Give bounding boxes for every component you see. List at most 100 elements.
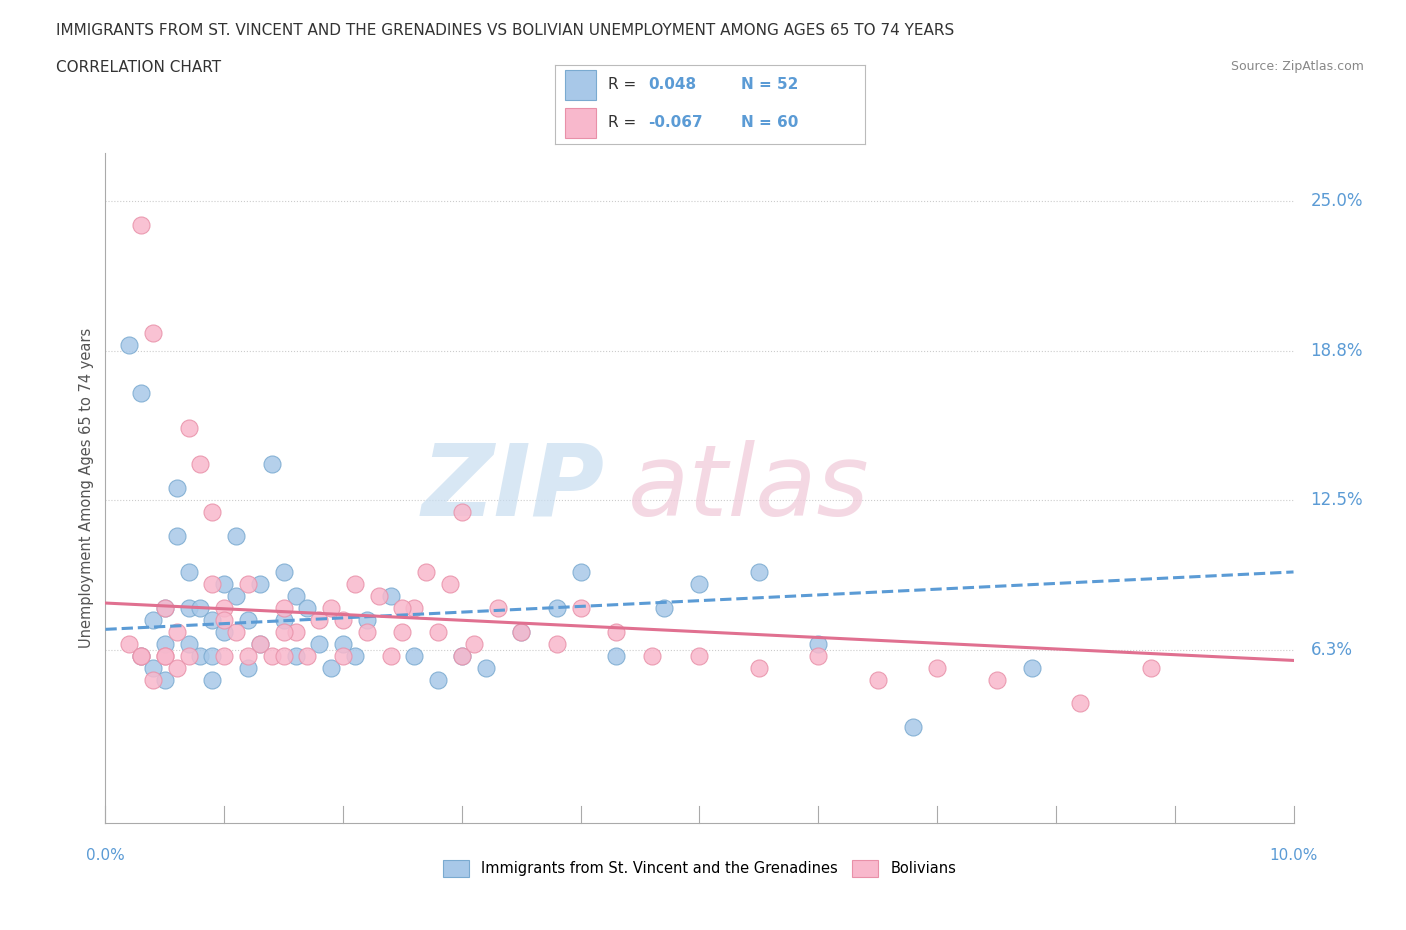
Point — [201, 648, 224, 663]
Point — [201, 612, 224, 627]
Point — [546, 601, 568, 616]
Legend: Immigrants from St. Vincent and the Grenadines, Bolivians: Immigrants from St. Vincent and the Gren… — [437, 855, 962, 883]
Point — [214, 601, 236, 616]
Point — [391, 624, 413, 639]
Point — [415, 565, 437, 579]
Point — [450, 505, 472, 520]
Point — [450, 648, 472, 663]
Point — [343, 648, 366, 663]
Point — [118, 338, 141, 352]
Point — [273, 648, 295, 663]
Point — [118, 636, 141, 651]
Point — [236, 660, 259, 675]
Point — [652, 601, 675, 616]
Text: -0.067: -0.067 — [648, 115, 703, 130]
Point — [332, 648, 354, 663]
Point — [391, 601, 413, 616]
Point — [404, 648, 426, 663]
Point — [273, 601, 295, 616]
Text: 6.3%: 6.3% — [1310, 641, 1353, 658]
Point — [297, 601, 319, 616]
Point — [297, 648, 319, 663]
Point — [427, 672, 450, 687]
Point — [273, 612, 295, 627]
Point — [166, 528, 188, 543]
Point — [236, 648, 259, 663]
Point — [486, 601, 509, 616]
Point — [190, 457, 212, 472]
Text: 18.8%: 18.8% — [1310, 341, 1362, 360]
Point — [308, 636, 330, 651]
Point — [356, 624, 378, 639]
Point — [546, 636, 568, 651]
Point — [177, 601, 200, 616]
Point — [927, 660, 949, 675]
Point — [153, 601, 176, 616]
Point — [321, 660, 343, 675]
Point — [321, 601, 343, 616]
Point — [249, 636, 271, 651]
Point — [343, 577, 366, 591]
Point — [689, 648, 711, 663]
Point — [273, 565, 295, 579]
Point — [201, 577, 224, 591]
Point — [748, 565, 770, 579]
Point — [177, 636, 200, 651]
Point — [510, 624, 533, 639]
Point — [356, 612, 378, 627]
Point — [463, 636, 485, 651]
Point — [284, 624, 307, 639]
Point — [153, 648, 176, 663]
Point — [225, 589, 247, 604]
Bar — [565, 70, 596, 100]
Text: IMMIGRANTS FROM ST. VINCENT AND THE GRENADINES VS BOLIVIAN UNEMPLOYMENT AMONG AG: IMMIGRANTS FROM ST. VINCENT AND THE GREN… — [56, 23, 955, 38]
Point — [249, 636, 271, 651]
Point — [439, 577, 461, 591]
Point — [201, 672, 224, 687]
Point — [153, 648, 176, 663]
Bar — [565, 108, 596, 138]
Point — [380, 648, 402, 663]
Point — [153, 636, 176, 651]
Point — [214, 612, 236, 627]
Point — [201, 505, 224, 520]
Point — [569, 601, 592, 616]
Point — [225, 528, 247, 543]
Point — [142, 612, 165, 627]
Point — [748, 660, 770, 675]
Text: N = 52: N = 52 — [741, 77, 799, 92]
Point — [284, 648, 307, 663]
Y-axis label: Unemployment Among Ages 65 to 74 years: Unemployment Among Ages 65 to 74 years — [79, 328, 94, 648]
Point — [129, 648, 152, 663]
Point — [166, 660, 188, 675]
Point — [166, 481, 188, 496]
Point — [142, 672, 165, 687]
Point — [284, 589, 307, 604]
Text: 0.048: 0.048 — [648, 77, 696, 92]
Point — [332, 612, 354, 627]
Text: 10.0%: 10.0% — [1270, 848, 1317, 863]
Point — [308, 612, 330, 627]
Point — [903, 720, 925, 735]
Point — [605, 648, 627, 663]
Text: R =: R = — [607, 77, 641, 92]
Point — [605, 624, 627, 639]
Point — [273, 624, 295, 639]
Point — [866, 672, 889, 687]
Text: Source: ZipAtlas.com: Source: ZipAtlas.com — [1230, 60, 1364, 73]
Point — [807, 648, 830, 663]
Point — [260, 648, 283, 663]
Point — [641, 648, 664, 663]
Point — [129, 218, 152, 232]
Text: 25.0%: 25.0% — [1310, 193, 1362, 210]
Point — [214, 624, 236, 639]
Text: N = 60: N = 60 — [741, 115, 799, 130]
Point — [190, 648, 212, 663]
Point — [569, 565, 592, 579]
Point — [153, 672, 176, 687]
Text: ZIP: ZIP — [422, 440, 605, 537]
Point — [474, 660, 496, 675]
Point — [1140, 660, 1163, 675]
Text: atlas: atlas — [628, 440, 870, 537]
Point — [380, 589, 402, 604]
